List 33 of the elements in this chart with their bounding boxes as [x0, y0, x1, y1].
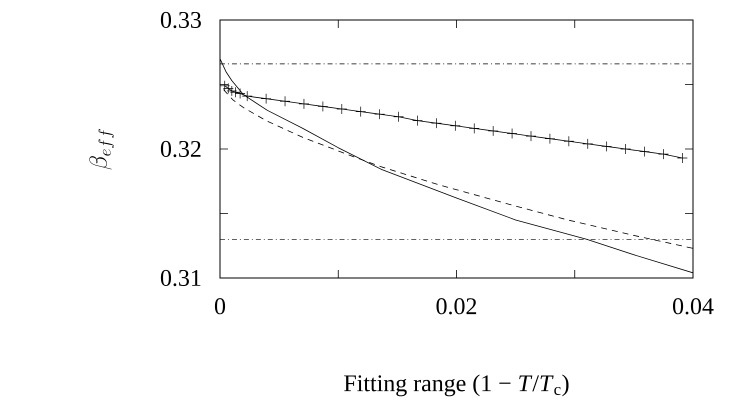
point: [564, 136, 574, 147]
point: [298, 98, 310, 110]
point: [234, 88, 246, 99]
point: [355, 106, 366, 117]
x-tick-label: 0.02: [436, 298, 476, 314]
point: [468, 123, 480, 134]
point: [658, 148, 669, 160]
point: [374, 108, 385, 120]
point: [242, 90, 253, 102]
point: [431, 118, 442, 129]
point: [506, 128, 518, 139]
y-axis-title: $\beta_{eff}$: [89, 129, 114, 170]
point: [601, 141, 612, 152]
point: [620, 144, 631, 154]
point: [393, 111, 404, 122]
point: [450, 120, 461, 132]
point: [582, 138, 594, 150]
x-tick-label: 0: [214, 298, 226, 314]
point: [639, 146, 650, 157]
point: [526, 130, 536, 142]
point: [677, 152, 688, 164]
point: [318, 101, 328, 112]
x-tick-label: 0.04: [672, 298, 714, 314]
point: [544, 133, 556, 144]
point: [488, 126, 498, 136]
y-tick-label: 0.31: [160, 270, 200, 286]
point: [336, 104, 348, 114]
x-axis-title: Fitting range (1 − T/T$_{c}$): [344, 374, 569, 396]
y-tick-label: 0.33: [160, 12, 201, 28]
y-tick-label: 0.32: [160, 140, 201, 158]
point: [260, 93, 272, 104]
point: [412, 115, 423, 126]
point: [280, 96, 290, 107]
